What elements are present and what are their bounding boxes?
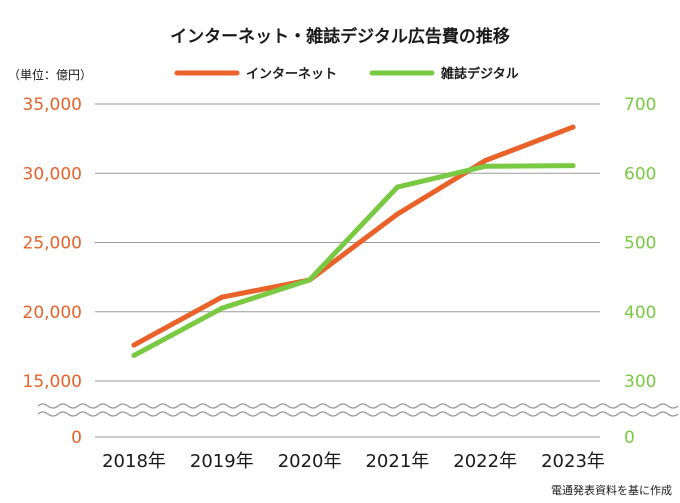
- series-line-1: [131, 163, 576, 358]
- y-right-tick-label: 500: [624, 234, 656, 254]
- data-point: [570, 163, 576, 169]
- y-left-tick-label: 35,000: [23, 95, 82, 115]
- data-point: [307, 277, 313, 283]
- gridlines: [95, 103, 600, 438]
- series-lines: [131, 124, 576, 358]
- chart-title: インターネット・雑誌デジタル広告費の推移: [170, 26, 510, 47]
- x-tick-label: 2021年: [365, 451, 429, 472]
- y-left-tick-label: 15,000: [23, 372, 82, 392]
- unit-label: （単位：億円）: [8, 67, 92, 82]
- data-point: [570, 124, 576, 130]
- y-right-tick-label: 300: [624, 372, 656, 392]
- y-right-tick-label-zero: 0: [624, 428, 635, 448]
- x-tick-label: 2022年: [453, 451, 517, 472]
- y-right-tick-label: 400: [624, 303, 656, 323]
- x-tick-label: 2018年: [102, 451, 166, 472]
- x-tick-label: 2023年: [541, 451, 605, 472]
- y-left-tick-label: 25,000: [23, 234, 82, 254]
- series-line-0: [131, 124, 576, 348]
- data-point: [131, 342, 137, 348]
- source-note: 電通発表資料を基に作成: [551, 483, 672, 497]
- y-left-tick-label-zero: 0: [71, 428, 82, 448]
- y-left-tick-label: 30,000: [23, 164, 82, 184]
- data-point: [219, 294, 225, 300]
- x-axis: 2018年 2019年 2020年 2021年 2022年 2023年: [102, 451, 605, 472]
- axis-break: [37, 403, 679, 417]
- axis-break-wave-top: [37, 403, 679, 409]
- x-tick-label: 2019年: [190, 451, 254, 472]
- x-tick-label: 2020年: [278, 451, 342, 472]
- y-axis-left: 35,000 30,000 25,000 20,000 15,000 0: [23, 95, 82, 448]
- legend-label-magazine-digital: 雑誌デジタル: [440, 66, 519, 82]
- data-point: [394, 211, 400, 217]
- data-point: [394, 184, 400, 190]
- y-right-tick-label: 600: [624, 164, 656, 184]
- legend: インターネット 雑誌デジタル: [174, 66, 519, 82]
- legend-label-internet: インターネット: [246, 67, 337, 82]
- y-left-tick-label: 20,000: [23, 303, 82, 323]
- data-point: [482, 163, 488, 169]
- axis-break-wave-bottom: [37, 411, 679, 417]
- y-axis-right: 700 600 500 400 300 0: [624, 95, 656, 448]
- data-point: [482, 158, 488, 164]
- y-right-tick-label: 700: [624, 95, 656, 115]
- data-point: [219, 305, 225, 311]
- data-point: [131, 352, 137, 358]
